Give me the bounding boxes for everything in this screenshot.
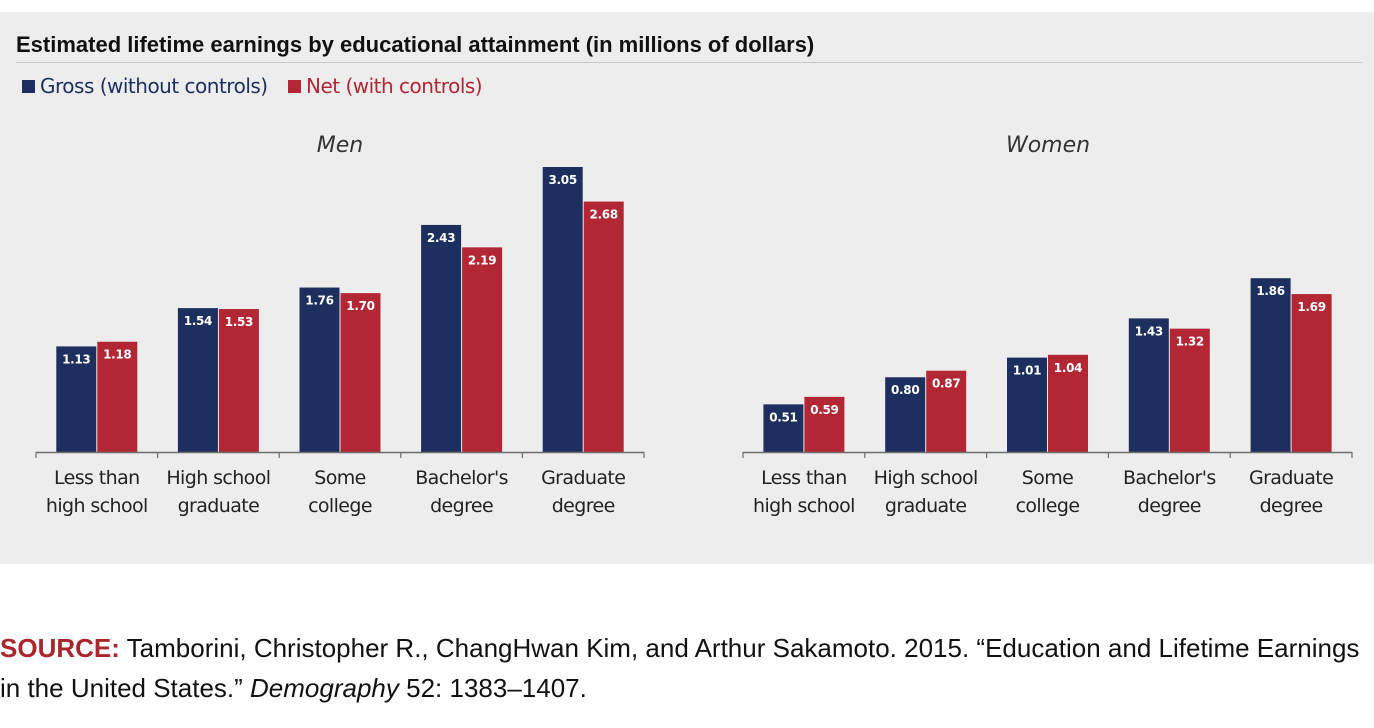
panel-title-women: Women <box>1006 133 1090 158</box>
category-label-men-2-1: college <box>308 495 372 517</box>
data-label-men-net-0: 1.18 <box>103 348 131 362</box>
data-label-men-net-4: 2.68 <box>589 208 617 222</box>
category-label-men-3-1: degree <box>430 495 493 517</box>
data-label-women-gross-0: 0.51 <box>769 410 797 424</box>
legend-label-net: Net (with controls) <box>306 74 483 98</box>
category-label-men-4-0: Graduate <box>541 467 625 489</box>
source-journal: Demography <box>250 673 399 703</box>
source-citation: SOURCE: Tamborini, Christopher R., Chang… <box>0 628 1374 708</box>
category-label-women-1-1: graduate <box>885 495 967 517</box>
data-label-women-net-3: 1.32 <box>1176 335 1204 349</box>
data-label-women-gross-3: 1.43 <box>1135 324 1163 338</box>
bar-men-gross-0 <box>56 346 97 452</box>
bar-women-gross-4 <box>1250 278 1291 452</box>
bar-men-net-2 <box>340 293 381 452</box>
bar-men-gross-4 <box>542 167 583 452</box>
data-label-men-net-1: 1.53 <box>225 315 253 329</box>
legend-swatch-net <box>288 79 301 93</box>
bar-men-net-3 <box>462 247 503 452</box>
legend-label-gross: Gross (without controls) <box>40 74 268 98</box>
category-label-women-4-0: Graduate <box>1249 467 1333 489</box>
legend-swatch-gross <box>22 79 35 93</box>
category-label-women-2-0: Some <box>1022 467 1073 489</box>
data-label-women-net-0: 0.59 <box>810 403 838 417</box>
title-divider <box>16 62 1362 63</box>
chart-panel <box>0 12 1374 564</box>
category-label-men-1-0: High school <box>166 467 270 489</box>
data-label-men-net-2: 1.70 <box>346 299 374 313</box>
bar-women-gross-2 <box>1007 357 1047 452</box>
source-label: SOURCE: <box>0 633 120 663</box>
category-label-men-2-0: Some <box>314 467 365 489</box>
data-label-men-gross-2: 1.76 <box>305 294 333 308</box>
data-label-women-net-1: 0.87 <box>932 377 960 391</box>
category-label-men-3-0: Bachelor's <box>415 467 508 489</box>
data-label-women-net-2: 1.04 <box>1054 361 1082 375</box>
category-label-men-0-1: high school <box>46 495 148 517</box>
data-label-men-gross-1: 1.54 <box>184 314 212 328</box>
data-label-men-gross-0: 1.13 <box>62 352 90 366</box>
bar-women-net-0 <box>804 396 845 452</box>
data-label-women-net-4: 1.69 <box>1297 300 1325 314</box>
source-text-end: 52: 1383–1407. <box>398 673 587 703</box>
chart-title: Estimated lifetime earnings by education… <box>16 32 815 57</box>
data-label-women-gross-4: 1.86 <box>1256 284 1284 298</box>
bar-men-net-0 <box>97 341 138 452</box>
category-label-men-1-1: graduate <box>178 495 260 517</box>
bar-women-gross-3 <box>1128 318 1169 452</box>
bar-men-net-4 <box>583 201 624 452</box>
category-label-women-3-0: Bachelor's <box>1123 467 1216 489</box>
bar-women-net-1 <box>926 370 967 452</box>
legend-item-gross: Gross (without controls) <box>22 74 268 98</box>
bar-men-gross-1 <box>177 308 218 452</box>
legend-item-net: Net (with controls) <box>288 74 483 98</box>
data-label-men-gross-4: 3.05 <box>548 173 576 187</box>
bar-women-net-4 <box>1291 294 1332 452</box>
bar-men-gross-2 <box>299 287 340 452</box>
bar-women-gross-1 <box>885 377 926 452</box>
category-label-men-4-1: degree <box>552 495 615 517</box>
data-label-men-gross-3: 2.43 <box>427 231 455 245</box>
source-text: Tamborini, Christopher R., ChangHwan Kim… <box>0 633 1360 703</box>
bar-women-net-2 <box>1048 354 1088 452</box>
bar-men-net-1 <box>218 309 259 452</box>
bar-women-gross-0 <box>763 404 804 452</box>
category-label-women-2-1: college <box>1016 495 1080 517</box>
data-label-men-net-3: 2.19 <box>468 253 496 267</box>
category-label-women-3-1: degree <box>1138 495 1201 517</box>
category-label-women-4-1: degree <box>1260 495 1323 517</box>
bar-men-gross-3 <box>421 224 462 452</box>
panel-title-men: Men <box>317 133 363 158</box>
data-label-women-gross-2: 1.01 <box>1013 364 1041 378</box>
category-label-women-0-1: high school <box>753 495 855 517</box>
category-label-women-1-0: High school <box>874 467 978 489</box>
category-label-women-0-0: Less than <box>761 467 847 489</box>
bar-women-net-3 <box>1169 328 1210 452</box>
category-label-men-0-0: Less than <box>54 467 140 489</box>
data-label-women-gross-1: 0.80 <box>891 383 919 397</box>
